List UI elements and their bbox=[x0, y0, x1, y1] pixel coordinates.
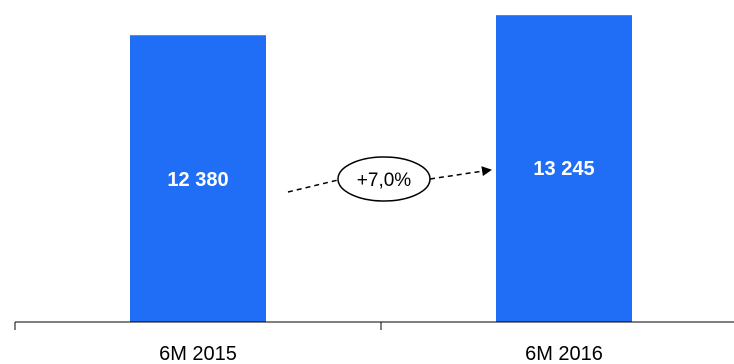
bar bbox=[130, 35, 266, 322]
growth-annotation: +7,0% bbox=[287, 156, 492, 202]
bar-labels-group: 12 380 13 245 bbox=[167, 158, 594, 191]
x-axis-labels: 6M 2015 6M 2016 bbox=[159, 343, 603, 364]
category-label: 6M 2016 bbox=[525, 343, 603, 364]
growth-arrow-line-left bbox=[287, 179, 339, 193]
bar-data-label: 13 245 bbox=[533, 158, 594, 180]
x-axis-ticks bbox=[14, 322, 382, 330]
bars-group bbox=[130, 15, 632, 323]
growth-arrow-line-right bbox=[429, 166, 492, 180]
category-label: 6M 2015 bbox=[159, 343, 237, 364]
growth-label: +7,0% bbox=[357, 170, 412, 191]
growth-ellipse bbox=[337, 156, 431, 202]
bar bbox=[496, 15, 632, 323]
bar-data-label: 12 380 bbox=[167, 169, 228, 191]
